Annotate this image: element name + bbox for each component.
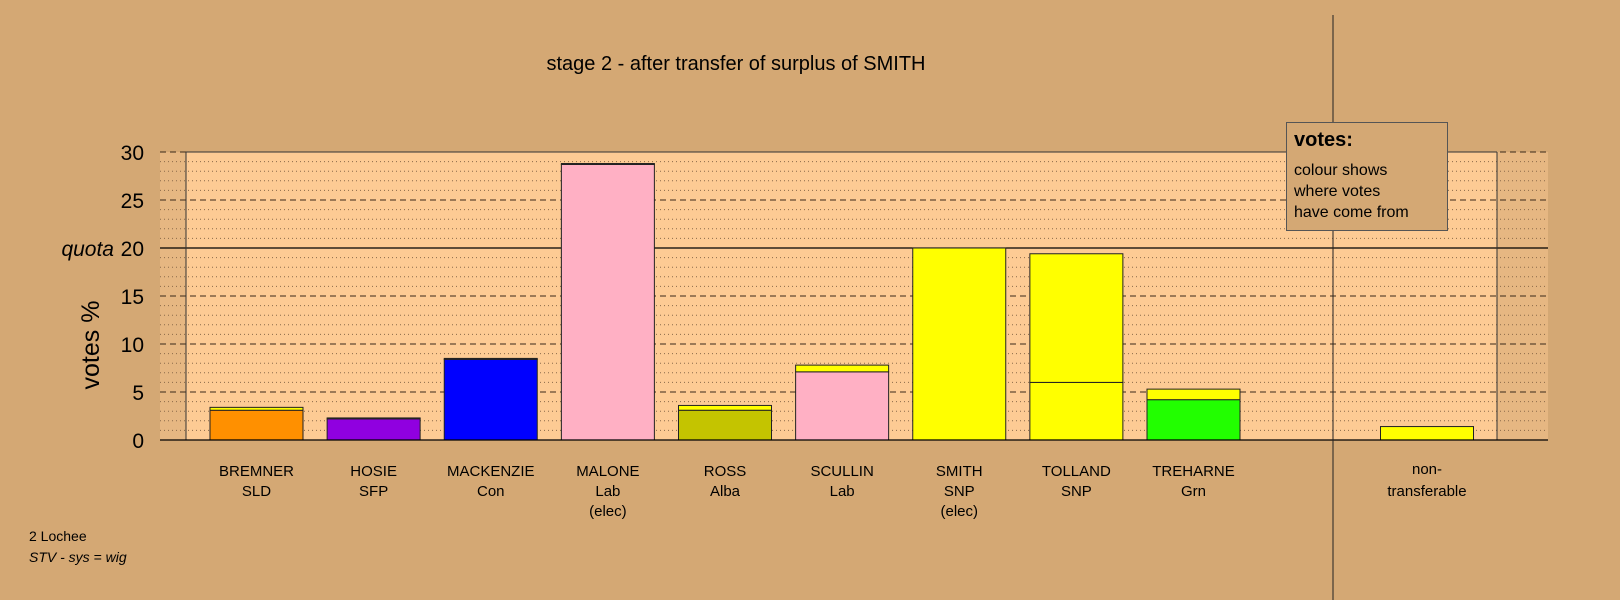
candidate-name-label: HOSIE [350,463,397,480]
candidate-party-label: SNP [1061,483,1092,500]
bar-ross-segment-1 [678,409,772,441]
bar-mackenzie-segment-1 [443,358,538,441]
bar-scullin-segment-2 [795,364,890,373]
y-tick-label: 0 [132,430,144,453]
legend-line-2: where votes [1294,183,1381,200]
candidate-party-label: Lab [830,483,855,500]
candidate-name-label: ROSS [704,463,747,480]
y-axis-label: votes % [77,301,105,390]
candidate-party-label: SFP [359,483,388,500]
candidate-name-label: SCULLIN [810,463,873,480]
ward-name: 2 Lochee [29,528,87,544]
legend-line-3: have come from [1294,204,1409,221]
legend-box: votes: colour shows where votes have com… [1286,122,1448,231]
candidate-name-label: BREMNER [219,463,294,480]
bar-bremner-segment-1 [209,409,304,441]
voting-system: STV - sys = wig [29,549,127,565]
bar-hosie-segment-2 [326,417,421,420]
candidate-party-label: Con [477,483,505,500]
candidate-name-label: MACKENZIE [447,463,535,480]
bar-nontransferable-segment-1 [1380,426,1474,441]
candidate-name-label: TREHARNE [1152,463,1235,480]
bar-treharne-segment-1 [1146,399,1241,441]
bar-malone-segment-2 [560,163,655,165]
candidate-party-label: SNP [944,483,975,500]
candidate-party-label: Alba [710,483,741,500]
candidate-elected-label: (elec) [940,503,978,520]
bar-hosie-segment-1 [326,418,421,441]
chart-title: stage 2 - after transfer of surplus of S… [546,53,925,75]
y-tick-label: 30 [121,142,144,165]
candidate-elected-label: (elec) [589,503,627,520]
candidate-party-label: Grn [1181,483,1206,500]
bar-ross-segment-2 [678,404,772,411]
bar-bremner-segment-2 [209,406,304,411]
bar-malone-segment-1 [560,163,655,441]
bar-scullin-segment-1 [795,371,890,441]
bar-smith-segment-1 [912,247,1007,441]
legend-line-1: colour shows [1294,162,1388,179]
candidate-name-label: SMITH [936,463,983,480]
y-tick-label: 15 [121,286,144,309]
bar-mackenzie-segment-2 [443,357,538,360]
quota-label: quota [61,238,114,261]
bar-tolland-segment-1 [1029,381,1124,441]
legend-title: votes: [1294,129,1353,151]
y-tick-label: 20 [121,238,144,261]
candidate-party-label: Lab [595,483,620,500]
nontransferable-label-line-1: non- [1412,461,1442,478]
candidate-party-label: SLD [242,483,271,500]
y-tick-label: 10 [121,334,144,357]
candidate-name-label: TOLLAND [1042,463,1111,480]
y-tick-label: 5 [132,382,144,405]
y-tick-label: 25 [121,190,144,213]
nontransferable-label-line-2: transferable [1387,483,1466,500]
bar-treharne-segment-2 [1146,388,1241,401]
candidate-name-label: MALONE [576,463,639,480]
bar-tolland-segment-2 [1029,253,1124,383]
